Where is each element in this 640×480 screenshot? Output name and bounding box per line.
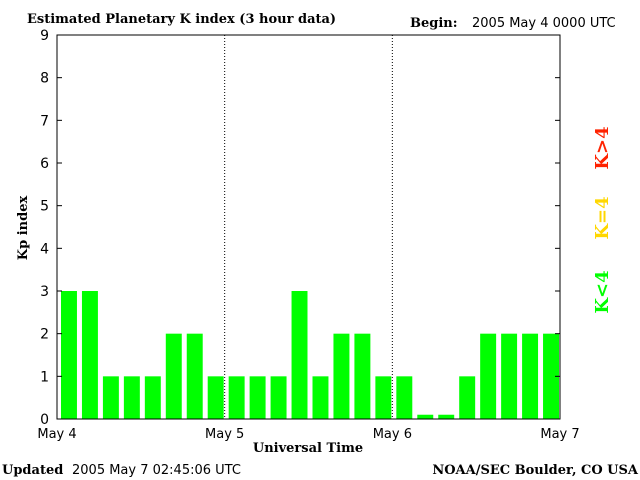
legend-equal: K=4 xyxy=(592,196,613,239)
kp-bar xyxy=(144,376,161,419)
y-tick-label: 0 xyxy=(40,412,49,428)
x-axis-label: Universal Time xyxy=(253,441,363,456)
data-source: NOAA/SEC Boulder, CO USA xyxy=(432,463,639,478)
kp-bar xyxy=(438,414,455,419)
y-tick-label: 6 xyxy=(40,156,49,172)
kp-bar xyxy=(123,376,140,419)
updated-label: Updated xyxy=(2,463,63,478)
begin-value: 2005 May 4 0000 UTC xyxy=(472,16,616,31)
y-tick-label: 2 xyxy=(40,327,49,343)
kp-bar xyxy=(501,333,518,419)
y-tick-label: 9 xyxy=(40,28,49,44)
kp-bar xyxy=(417,414,434,419)
kp-bar xyxy=(459,376,476,419)
y-tick-label: 7 xyxy=(40,113,49,129)
updated-value: 2005 May 7 02:45:06 UTC xyxy=(72,463,241,478)
kp-bar xyxy=(249,376,266,419)
chart-title: Estimated Planetary K index (3 hour data… xyxy=(27,12,336,27)
kp-bar xyxy=(186,333,203,419)
legend-low: K<4 xyxy=(592,270,613,313)
y-tick-label: 8 xyxy=(40,71,49,87)
y-axis-label: Kp index xyxy=(16,196,31,261)
y-tick-label: 5 xyxy=(40,199,49,215)
kp-bar xyxy=(312,376,329,419)
legend-high: K>4 xyxy=(592,126,613,169)
kp-bar xyxy=(228,376,245,419)
kp-bar xyxy=(291,291,308,419)
kp-bar xyxy=(270,376,287,419)
begin-label: Begin: xyxy=(410,16,458,31)
kp-bar xyxy=(543,333,559,419)
x-tick-label: May 4 xyxy=(37,427,76,442)
kp-bar xyxy=(480,333,497,419)
kp-bar xyxy=(375,376,392,419)
kp-bar xyxy=(81,291,98,419)
plot-area: 0 1 2 3 4 5 6 7 8 9 May 4 May 5 May 6 May 7 xyxy=(37,28,579,442)
kp-bar xyxy=(396,376,413,419)
kp-bar xyxy=(354,333,371,419)
kp-bar xyxy=(165,333,182,419)
x-tick-label: May 7 xyxy=(540,427,579,442)
kp-bar xyxy=(522,333,539,419)
x-tick-label: May 6 xyxy=(373,427,412,442)
kp-bar xyxy=(61,291,77,419)
y-tick-label: 4 xyxy=(40,241,49,257)
x-tick-label: May 5 xyxy=(205,427,244,442)
kp-bar xyxy=(102,376,119,419)
y-tick-label: 3 xyxy=(40,284,49,300)
y-tick-label: 1 xyxy=(40,369,49,385)
kp-bar xyxy=(333,333,350,419)
kp-bar xyxy=(207,376,224,419)
plot-frame xyxy=(56,34,561,420)
